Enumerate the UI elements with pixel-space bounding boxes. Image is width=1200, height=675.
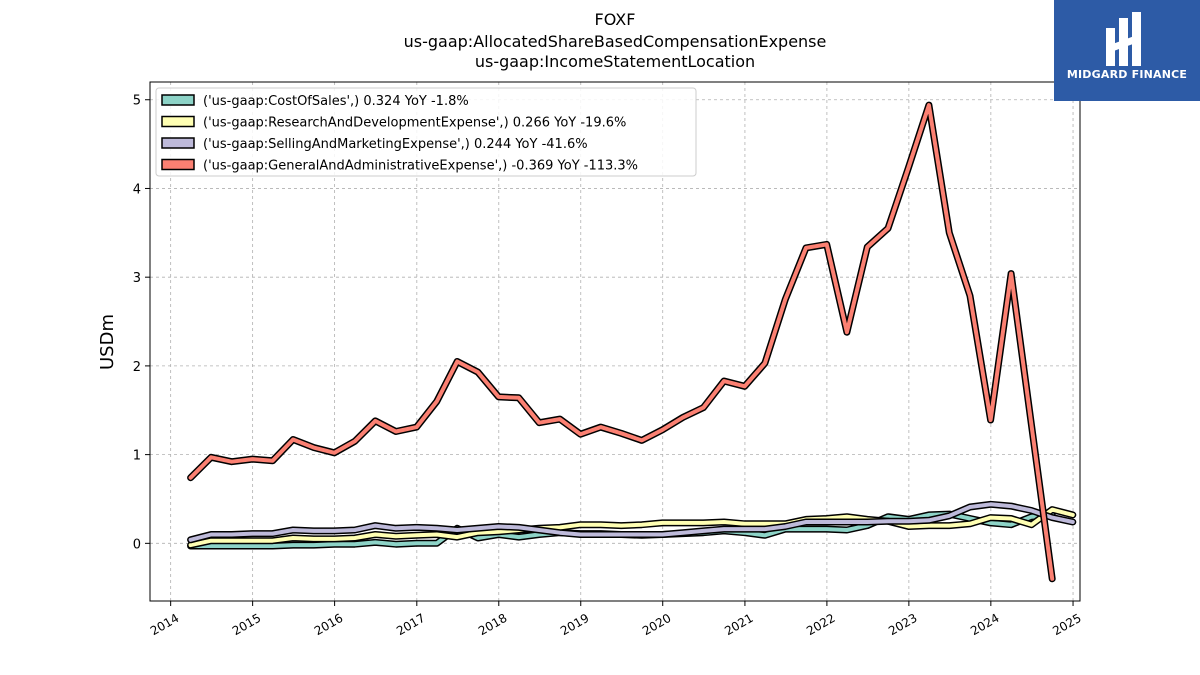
x-tick-label: 2021 [722, 611, 755, 638]
y-tick-label: 0 [133, 537, 141, 552]
chart-subtitle-location: us-gaap:IncomeStatementLocation [474, 52, 756, 71]
series-line-1 [188, 507, 1075, 548]
chart-subtitle-concept: us-gaap:AllocatedShareBasedCompensationE… [403, 32, 827, 51]
y-axis: 0 1 2 3 4 5 [133, 94, 150, 552]
legend: ('us-gaap:CostOfSales',) 0.324 YoY -1.8%… [155, 87, 697, 177]
legend-swatch-2 [161, 137, 195, 149]
series-line-3 [188, 103, 1055, 581]
x-tick-label: 2022 [804, 611, 837, 638]
series-layer [187, 101, 1077, 583]
x-tick-label: 2023 [886, 611, 919, 638]
legend-label-3: ('us-gaap:GeneralAndAdministrativeExpens… [203, 159, 638, 174]
y-tick-label: 2 [133, 360, 141, 375]
y-tick-label: 5 [133, 94, 141, 109]
logo-text: MIDGARD FINANCE [1066, 68, 1188, 81]
legend-swatch-3 [161, 158, 195, 171]
x-tick-label: 2020 [640, 611, 673, 638]
legend-swatch-0 [161, 94, 195, 106]
x-tick-label: 2017 [394, 611, 427, 638]
x-tick-label: 2018 [476, 611, 509, 638]
legend-label-1: ('us-gaap:ResearchAndDevelopmentExpense'… [203, 116, 626, 131]
y-tick-label: 1 [133, 449, 141, 464]
midgard-finance-logo: MIDGARD FINANCE [1054, 0, 1200, 101]
legend-label-2: ('us-gaap:SellingAndMarketingExpense',) … [203, 137, 588, 152]
series-line-2 [188, 502, 1075, 542]
midgard-logo-icon [1106, 12, 1141, 66]
x-tick-label: 2015 [230, 611, 263, 638]
y-tick-label: 4 [133, 182, 141, 197]
x-tick-label: 2025 [1050, 611, 1083, 638]
legend-swatch-1 [161, 115, 195, 128]
x-tick-label: 2016 [312, 611, 345, 638]
y-tick-label: 3 [133, 271, 141, 286]
legend-box [155, 87, 697, 177]
x-axis: 2014 2015 2016 2017 2018 2019 2020 2021 2022 2023… [148, 601, 1084, 638]
x-tick-label: 2024 [968, 611, 1001, 638]
chart-title: FOXF [594, 10, 636, 29]
plot-frame [149, 81, 1081, 602]
x-tick-label: 2019 [558, 611, 591, 638]
x-tick-label: 2014 [148, 611, 181, 638]
y-axis-label: USDm [97, 314, 118, 370]
legend-label-0: ('us-gaap:CostOfSales',) 0.324 YoY -1.8% [203, 94, 469, 109]
